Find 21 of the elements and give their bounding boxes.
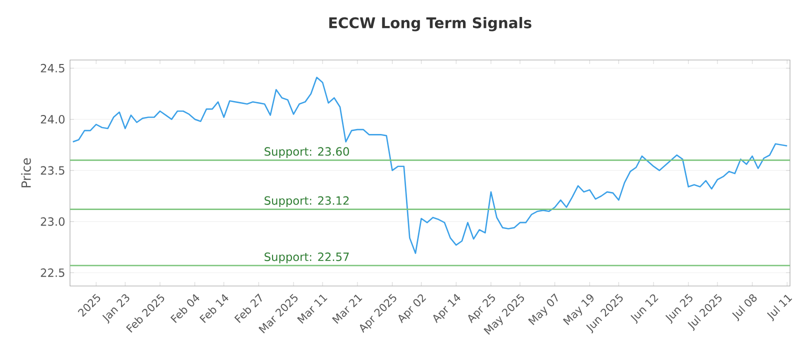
x-tick-label: Jul 08 — [732, 294, 757, 322]
x-tick-label: Mar 11 — [297, 294, 328, 324]
ref-line-label: Support: 23.60 — [264, 147, 349, 158]
x-tick-label: Feb 04 — [170, 294, 200, 324]
ref-line-label: Support: 22.57 — [264, 252, 349, 264]
y-axis-title: Price — [21, 158, 31, 188]
x-tick-label: Apr 02 — [398, 294, 426, 324]
x-tick-label: Feb 14 — [199, 294, 228, 324]
x-tick-label: Jan 23 — [102, 294, 130, 324]
chart-title: ECCW Long Term Signals — [329, 16, 532, 32]
x-tick-label: Feb 27 — [234, 294, 262, 324]
y-tick-label: 22.5 — [40, 268, 64, 277]
x-tick-label: Apr 14 — [433, 294, 460, 324]
y-tick-label: 24.5 — [40, 64, 64, 72]
x-tick-label: Mar 21 — [332, 294, 362, 324]
x-tick-label: Jul 11 — [766, 294, 792, 322]
y-tick-label: 23.0 — [40, 217, 65, 226]
x-tick-label: Jun 12 — [630, 294, 658, 324]
ref-line-label: Support: 23.12 — [264, 196, 349, 208]
y-tick-label: 23.5 — [40, 166, 64, 175]
y-tick-label: 24.0 — [40, 115, 65, 124]
